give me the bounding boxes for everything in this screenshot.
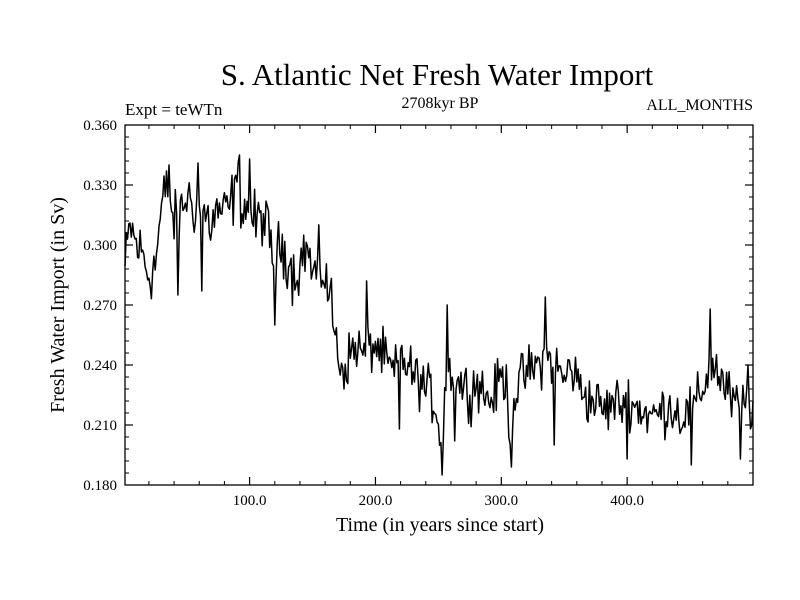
- x-tick-label: 400.0: [610, 493, 644, 509]
- x-axis-label: Time (in years since start): [336, 514, 544, 536]
- y-tick-label: 0.270: [83, 298, 117, 314]
- chart-title: S. Atlantic Net Fresh Water Import: [221, 57, 654, 92]
- y-tick-label: 0.240: [83, 358, 117, 374]
- y-tick-label: 0.210: [83, 418, 117, 434]
- series-line: [124, 154, 754, 476]
- x-tick-label: 100.0: [233, 493, 267, 509]
- y-tick-label: 0.300: [83, 238, 117, 254]
- y-tick-label: 0.330: [83, 178, 117, 194]
- period-label: ALL_MONTHS: [646, 97, 753, 114]
- y-tick-label: 0.360: [83, 118, 117, 134]
- y-axis: 0.180 0.210 0.240 0.270 0.300 0.330 0.360: [83, 118, 753, 494]
- chart-subtitle: 2708kyr BP: [402, 95, 479, 112]
- experiment-label: Expt = teWTn: [125, 100, 223, 119]
- y-axis-label: Fresh Water Import (in Sv): [47, 197, 69, 413]
- x-tick-label: 200.0: [359, 493, 393, 509]
- x-tick-label: 300.0: [484, 493, 518, 509]
- x-axis: 100.0 200.0 300.0 400.0: [148, 125, 729, 509]
- y-tick-label: 0.180: [83, 478, 117, 494]
